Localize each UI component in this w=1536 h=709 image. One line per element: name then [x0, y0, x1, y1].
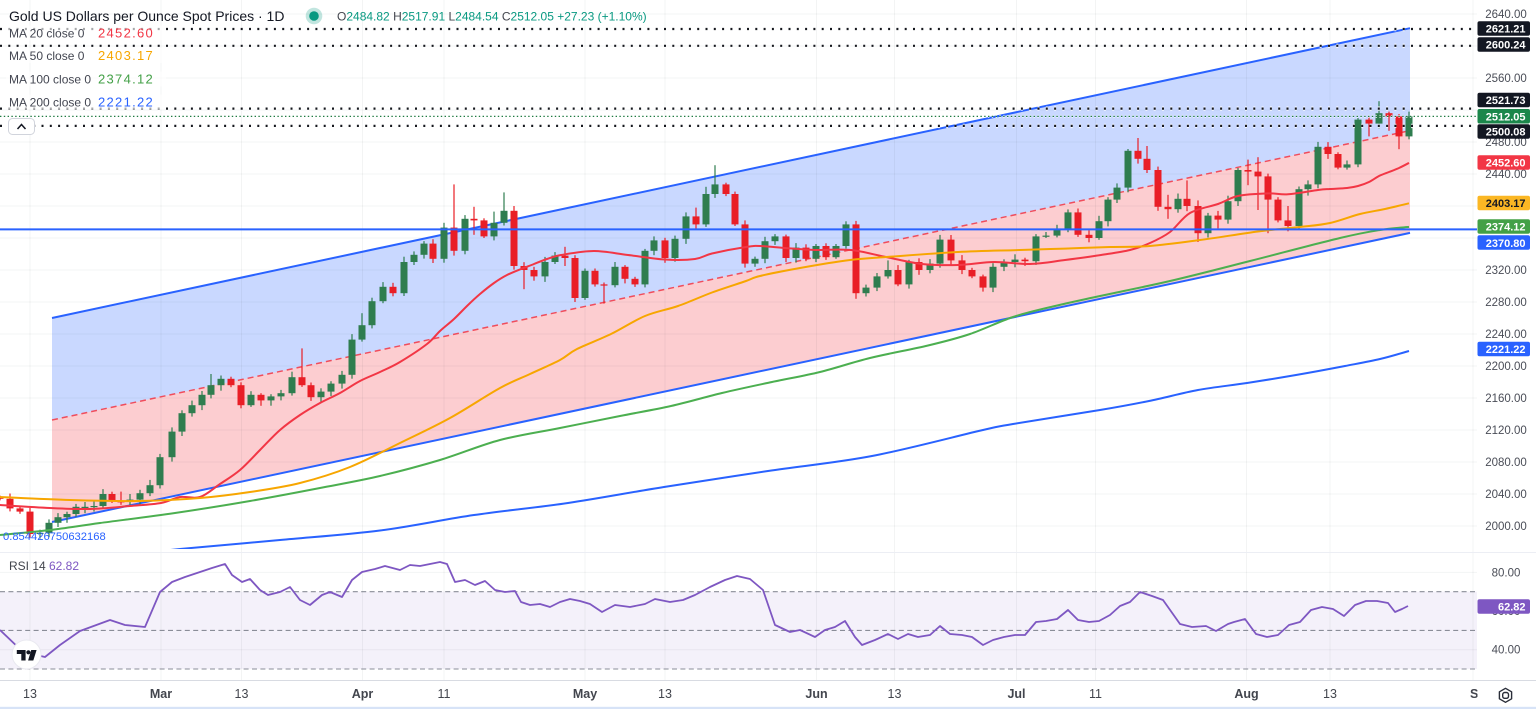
- svg-text:RSI 14: RSI 14: [9, 559, 46, 573]
- svg-text:MA 50 close 0: MA 50 close 0: [9, 49, 85, 63]
- svg-text:2452.60: 2452.60: [98, 26, 154, 41]
- svg-text:11: 11: [1089, 687, 1102, 701]
- svg-text:2403.17: 2403.17: [98, 48, 154, 63]
- svg-text:2600.24: 2600.24: [1486, 40, 1527, 52]
- svg-text:2500.08: 2500.08: [1486, 127, 1526, 139]
- svg-text:80.00: 80.00: [1492, 567, 1521, 579]
- svg-text:2370.80: 2370.80: [1486, 238, 1526, 250]
- svg-text:62.82: 62.82: [1498, 602, 1526, 614]
- svg-text:62.82: 62.82: [49, 559, 79, 573]
- svg-text:13: 13: [658, 687, 672, 701]
- svg-text:2452.60: 2452.60: [1486, 158, 1526, 170]
- svg-text:2640.00: 2640.00: [1485, 9, 1527, 21]
- svg-text:Apr: Apr: [352, 687, 374, 701]
- svg-text:13: 13: [1323, 687, 1337, 701]
- svg-text:MA 100 close 0: MA 100 close 0: [9, 73, 91, 87]
- svg-text:11: 11: [438, 687, 451, 701]
- svg-text:O2484.82 H2517.91 L2484.54 C25: O2484.82 H2517.91 L2484.54 C2512.05 +27.…: [337, 10, 647, 24]
- svg-text:MA 20 close 0: MA 20 close 0: [9, 27, 85, 41]
- svg-text:Sep: Sep: [1470, 687, 1493, 701]
- svg-text:2200.00: 2200.00: [1485, 361, 1527, 373]
- svg-text:Aug: Aug: [1234, 687, 1258, 701]
- svg-text:40.00: 40.00: [1492, 645, 1521, 657]
- svg-text:2403.17: 2403.17: [1486, 198, 1526, 210]
- svg-text:2280.00: 2280.00: [1485, 297, 1527, 309]
- svg-text:Jul: Jul: [1007, 687, 1025, 701]
- svg-text:2621.21: 2621.21: [1486, 24, 1526, 36]
- svg-text:2374.12: 2374.12: [1486, 222, 1526, 234]
- svg-text:2560.00: 2560.00: [1485, 73, 1527, 85]
- svg-text:Mar: Mar: [150, 687, 172, 701]
- svg-text:2512.05: 2512.05: [1486, 111, 1526, 123]
- svg-text:2080.00: 2080.00: [1485, 457, 1527, 469]
- svg-text:Gold US Dollars per Ounce Spot: Gold US Dollars per Ounce Spot Prices · …: [9, 8, 284, 24]
- svg-text:2040.00: 2040.00: [1485, 489, 1527, 501]
- svg-text:2521.73: 2521.73: [1486, 95, 1526, 107]
- svg-text:2120.00: 2120.00: [1485, 425, 1527, 437]
- svg-text:2320.00: 2320.00: [1485, 265, 1527, 277]
- svg-text:Jun: Jun: [805, 687, 827, 701]
- svg-text:0.854426750632168: 0.854426750632168: [3, 531, 106, 543]
- svg-text:MA 200 close 0: MA 200 close 0: [9, 96, 91, 110]
- svg-text:2374.12: 2374.12: [98, 72, 154, 87]
- svg-text:13: 13: [235, 687, 249, 701]
- svg-text:May: May: [573, 687, 597, 701]
- svg-text:13: 13: [888, 687, 902, 701]
- svg-text:2440.00: 2440.00: [1485, 169, 1527, 181]
- svg-text:2160.00: 2160.00: [1485, 393, 1527, 405]
- svg-text:2240.00: 2240.00: [1485, 329, 1527, 341]
- svg-text:2000.00: 2000.00: [1485, 521, 1527, 533]
- svg-text:2480.00: 2480.00: [1485, 137, 1527, 149]
- svg-text:2221.22: 2221.22: [98, 95, 154, 110]
- svg-text:13: 13: [23, 687, 37, 701]
- svg-text:2221.22: 2221.22: [1486, 344, 1526, 356]
